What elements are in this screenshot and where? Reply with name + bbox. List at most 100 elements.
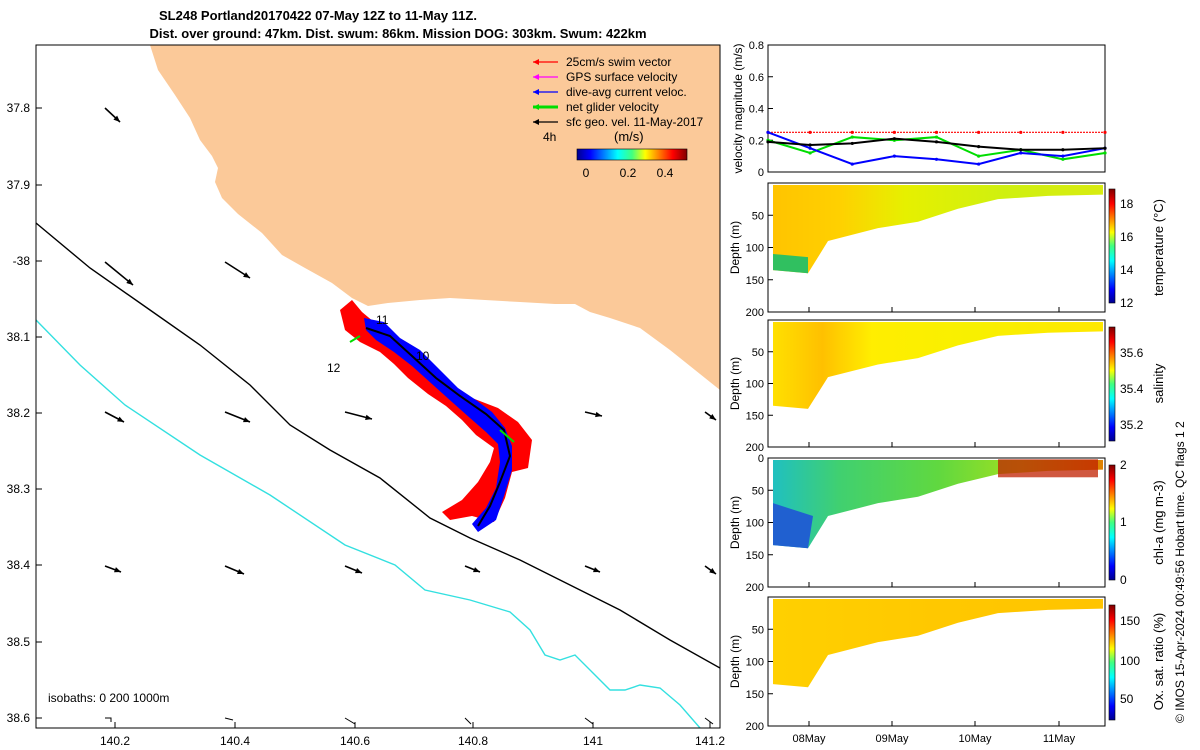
velocity-point (977, 130, 981, 134)
depth-tick-label: 150 (746, 275, 764, 287)
velocity-arrow-head (473, 567, 480, 573)
depth-tick-label: 100 (746, 243, 764, 255)
date-tick-label: 10May (958, 733, 992, 745)
velocity-ytick-label: 0.8 (749, 40, 764, 52)
velocity-arrow-head (113, 115, 120, 122)
colorbar-tick-label: 2 (1120, 458, 1127, 472)
velocity-point (1103, 146, 1107, 150)
legend-arrow-head (533, 104, 539, 110)
colorbar-label: Ox. sat. ratio (%) (1151, 613, 1166, 711)
colorbar-tick-label: 12 (1120, 296, 1134, 310)
velocity-point (1103, 130, 1107, 134)
colorbar-tick-label: 14 (1120, 263, 1134, 277)
velocity-point (1019, 130, 1023, 134)
velocity-arrow-head (365, 414, 372, 421)
velocity-point (977, 145, 981, 149)
velocity-point (766, 130, 770, 134)
profile-field (773, 185, 1103, 274)
velocity-point (1019, 151, 1023, 155)
velocity-plot-area (767, 44, 1106, 173)
profile-colorbar (1108, 326, 1116, 442)
depth-tick-label: 200 (746, 307, 764, 319)
depth-tick-label: 150 (746, 689, 764, 701)
depth-axis-label: Depth (m) (728, 221, 742, 274)
velocity-ytick-label: 0.4 (749, 104, 764, 116)
date-tick-label: 08May (792, 733, 826, 745)
velocity-point (1061, 148, 1065, 152)
depth-tick-label: 0 (758, 453, 764, 465)
profile-field (773, 599, 1103, 688)
velocity-point (1061, 157, 1065, 161)
date-tick-label: 11May (1043, 733, 1076, 745)
isobath-note: isobaths: 0 200 1000m (48, 691, 169, 705)
velocity-point (934, 157, 939, 161)
velocity-point (850, 141, 854, 146)
legend-arrow-head (533, 119, 539, 125)
depth-tick-label: 200 (746, 582, 764, 594)
lat-tick-label: 38.5 (7, 635, 31, 649)
depth-tick-label: 200 (746, 442, 764, 454)
lat-tick-label: 37.9 (7, 178, 31, 192)
velocity-arrow-head (709, 414, 716, 420)
colorbar-tick-label: 0 (1120, 573, 1127, 587)
colorbar-tick-label: 35.2 (1120, 418, 1144, 432)
speed-colorbar (576, 148, 688, 161)
colorbar-label: salinity (1151, 363, 1166, 403)
colorbar-tick-label: 100 (1120, 654, 1140, 668)
velocity-arrow-head (243, 272, 250, 278)
depth-tick-label: 50 (752, 624, 764, 636)
legend-label: 25cm/s swim vector (566, 55, 671, 69)
depth-axis-label: Depth (m) (728, 496, 742, 549)
velocity-arrow-head (593, 567, 600, 573)
net-glider-velocity (349, 335, 515, 443)
lon-tick-label: 140.8 (458, 734, 488, 748)
lat-tick-label: 38.2 (7, 406, 31, 420)
colorbar-tick-label: 150 (1120, 614, 1140, 628)
high-chl-patch (998, 459, 1098, 478)
profile-field (773, 460, 1103, 549)
depth-tick-label: 100 (746, 379, 764, 391)
map-panel: 140.2 140.4 140.6 140.8 141 141.2 37.8 37.9 -38 3… (7, 44, 725, 748)
glider-track (365, 327, 512, 527)
colorbar-tick-02: 0.2 (620, 166, 637, 180)
colorbar-label: chl-a (mg m-3) (1151, 480, 1166, 565)
depth-tick-label: 150 (746, 550, 764, 562)
title-line-2: Dist. over ground: 47km. Dist. swum: 86k… (149, 26, 646, 41)
title-line-1: SL248 Portland20170422 07-May 12Z to 11-… (159, 8, 477, 23)
colorbar-label: (m/s) (614, 129, 644, 144)
colorbar-tick-label: 18 (1120, 197, 1134, 211)
depth-axis-label: Depth (m) (728, 357, 742, 410)
lat-tick-label: 38.1 (7, 330, 31, 344)
depth-tick-label: 50 (752, 347, 764, 359)
legend-label: sfc geo. vel. 11-May-2017 (566, 115, 704, 129)
lat-tick-label: 38.4 (7, 558, 31, 572)
legend-label: net glider velocity (566, 100, 659, 114)
velocity-ylabel: velocity magnitude (m/s) (731, 43, 745, 173)
low-chl-patch (773, 503, 813, 549)
velocity-point (977, 162, 981, 166)
profile-colorbar (1108, 464, 1116, 581)
profile-colorbar (1108, 188, 1116, 304)
cold-water-patch (773, 253, 808, 274)
lat-tick-label: 38.6 (7, 711, 31, 725)
surface-geo-velocity-arrows (104, 107, 717, 575)
profile-field (773, 322, 1103, 409)
colorbar-label: temperature (°C) (1151, 199, 1166, 296)
lon-tick-label: 140.6 (340, 734, 370, 748)
lat-tick-label: -38 (13, 254, 31, 268)
velocity-point (977, 154, 981, 158)
colorbar-tick-0: 0 (583, 166, 590, 180)
depth-axis-label: Depth (m) (728, 635, 742, 688)
depth-tick-label: 100 (746, 657, 764, 669)
lat-tick-label: 38.3 (7, 482, 31, 496)
legend-label: GPS surface velocity (566, 70, 677, 84)
profile-colorbar (1108, 604, 1116, 721)
velocity-point (766, 140, 770, 144)
colorbar-tick-label: 16 (1120, 230, 1134, 244)
velocity-magnitude-panel: 0 0.2 0.4 0.6 0.8 velocity magnitude (m/s) (731, 40, 1107, 179)
lon-tick-label: 140.2 (100, 734, 130, 748)
velocity-arrow-head (117, 416, 124, 422)
colorbar-tick-04: 0.4 (657, 166, 674, 180)
